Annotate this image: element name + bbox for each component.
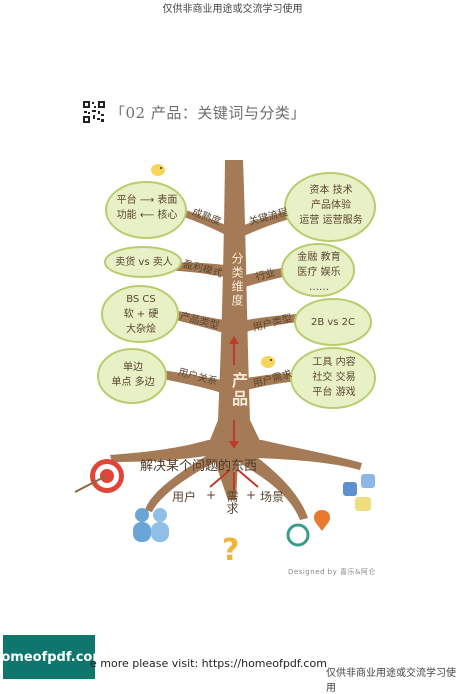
leaf-left-2 [104,246,182,278]
root-plus-1: + [206,488,217,502]
leaf-text-left-2: 卖货 vs 卖人 [115,257,173,268]
site-badge[interactable]: homeofpdf.com [0,635,106,679]
leaf-right-2 [281,243,355,297]
trunk-category-label: 分类维度 [230,252,244,308]
target-icon [74,459,124,493]
leaf-text-left-3: BS CS 软 + 硬大杂烩 [123,294,159,335]
svg-text:?: ? [222,533,239,568]
trunk-product-label: 产品 [229,372,248,408]
designer-credit: Designed by 喜乐&阿仑 [288,568,376,576]
location-pin-icon [314,510,330,531]
leaf-right-4 [290,347,376,409]
leaf-text-left-1: 平台 ⟶ 表面 功能 ⟵ 核心 [116,195,178,221]
root-problem-label: 解决某个问题的东西 [140,459,258,474]
leaf-right-1 [284,172,376,242]
root-need-label: 需求 [225,490,239,514]
page-title: 「02 产品：关键词与分类」 [82,100,306,124]
qr-code-icon [82,100,106,124]
tree-roots [110,440,362,520]
question-icon: ? [222,533,239,568]
leaf-text-right-2: 金融 教育 医疗 娱乐…… [297,252,341,293]
leaf-text-right-1: 资本 技术 产品体验 运营 运营服务 [299,185,363,226]
leaf-text-left-4: 单边 单点 多边 [111,362,155,388]
leaf-left-3 [101,285,179,343]
users-icon [133,508,169,542]
root-scene-label: 场景 [260,490,285,504]
tree-illustration: ? [74,160,376,568]
root-plus-2: + [246,488,257,502]
bird-icon-2 [261,356,275,368]
title-text: 「02 产品：关键词与分类」 [110,103,306,122]
root-user-label: 用户 [172,490,197,504]
leaf-left-1 [105,181,187,239]
arrow-roots [209,469,259,490]
header-watermark: 仅供非商业用途或交流学习使用 [162,4,303,15]
leaf-left-4 [97,348,167,404]
tree-trunk [208,160,262,445]
footer-link-text[interactable]: e more please visit: https://homeofpdf.c… [90,657,327,670]
clock-icon [286,523,310,547]
leaf-right-3 [294,298,372,346]
leaf-text-right-4: 工具 内容 社交 交易 平台 游戏 [312,357,356,398]
app-icons [343,474,375,511]
leaf-text-right-3: 2B vs 2C [310,317,356,328]
bird-icon [151,164,165,176]
footer-watermark: 仅供非商业用途或交流学习使用 [326,668,456,694]
